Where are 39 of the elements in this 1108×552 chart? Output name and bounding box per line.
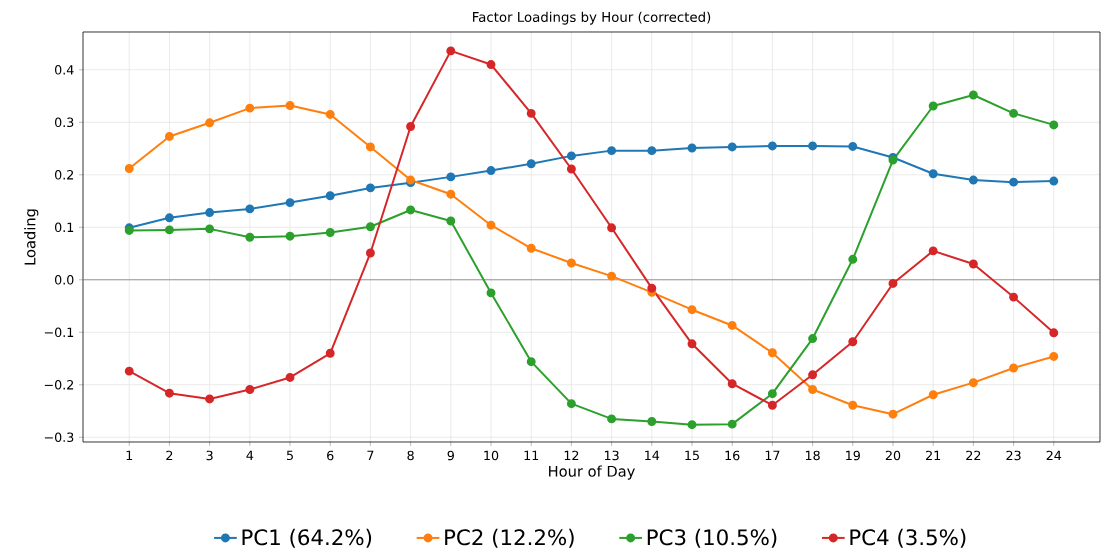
x-tick-label: 3: [206, 450, 213, 461]
x-tick-label: 8: [407, 450, 414, 461]
x-tick-label: 6: [327, 450, 334, 461]
x-tick-label: 5: [286, 450, 293, 461]
y-tick-label: −0.3: [44, 432, 74, 443]
legend-label: PC1 (64.2%): [242, 528, 372, 548]
y-tick-label: 0.1: [54, 222, 74, 233]
x-tick-label: 12: [564, 450, 579, 461]
x-tick-label: 9: [447, 450, 454, 461]
x-tick-label: 13: [604, 450, 619, 461]
x-tick-label: 17: [765, 450, 780, 460]
chart-title: Factor Loadings by Hour (corrected): [473, 11, 711, 25]
x-tick-label: 16: [725, 450, 740, 461]
legend-label: PC2 (12.2%): [445, 528, 574, 548]
x-tick-label: 22: [966, 450, 981, 461]
y-tick-label: −0.1: [44, 327, 74, 338]
x-tick-label: 23: [1006, 450, 1021, 461]
x-tick-label: 7: [367, 450, 374, 460]
x-tick-label: 18: [805, 450, 820, 461]
x-tick-label: 24: [1046, 450, 1062, 461]
y-tick-label: 0.4: [54, 64, 74, 75]
x-tick-label: 2: [166, 450, 173, 461]
x-tick-label: 4: [246, 450, 254, 460]
y-tick-label: −0.2: [44, 379, 74, 390]
y-tick-label: 0.0: [54, 274, 74, 285]
x-tick-label: 21: [926, 450, 941, 461]
x-tick-label: 10: [484, 450, 499, 461]
y-axis-title: Loading: [24, 209, 39, 265]
x-tick-label: 15: [685, 450, 699, 461]
x-tick-label: 19: [846, 450, 860, 461]
legend-label: PC3 (10.5%): [647, 528, 777, 548]
y-tick-label: 0.2: [54, 169, 74, 180]
x-axis-title: Hour of Day: [549, 465, 635, 480]
x-tick-label: 20: [885, 450, 901, 461]
x-tick-label: 11: [524, 450, 539, 460]
y-tick-label: 0.3: [54, 117, 74, 128]
x-tick-label: 14: [645, 450, 660, 460]
x-tick-label: 1: [126, 450, 133, 460]
legend-label: PC4 (3.5%): [850, 528, 966, 548]
